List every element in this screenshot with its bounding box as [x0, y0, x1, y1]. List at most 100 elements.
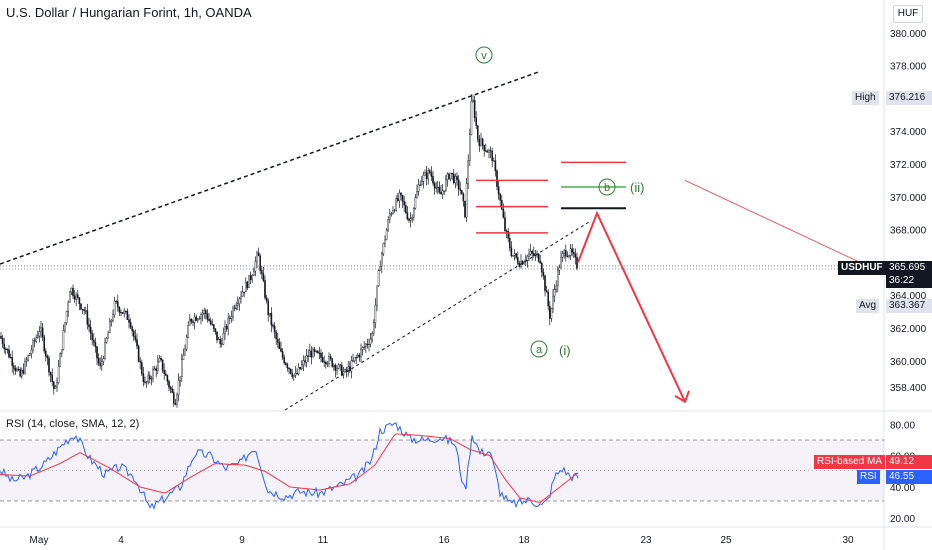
- candle-body: [489, 150, 492, 152]
- candle-body: [246, 281, 249, 289]
- price-tick-label: 360.000: [890, 357, 927, 368]
- high-tag: High: [852, 91, 879, 105]
- rsi-tick-label: 20.00: [890, 514, 915, 525]
- candle-body: [9, 357, 12, 359]
- candle-body: [448, 173, 450, 180]
- rsi-ma-line: [0, 433, 579, 504]
- candle-body: [304, 360, 306, 363]
- time-axis[interactable]: May 4 9 11 16 18 23 25 30: [30, 535, 854, 546]
- candle-body: [145, 381, 148, 383]
- candle-body: [499, 194, 502, 201]
- candle-body: [180, 359, 183, 377]
- candle-body: [171, 388, 174, 393]
- candle-body: [142, 373, 145, 382]
- candle-body: [153, 368, 156, 371]
- currency-badge[interactable]: HUF: [893, 5, 923, 23]
- time-tick-label: 25: [720, 535, 732, 546]
- candle-body: [565, 250, 567, 257]
- candle-body: [225, 325, 228, 330]
- candle-body: [128, 319, 130, 323]
- candle-body: [43, 336, 45, 352]
- candle-body: [553, 289, 556, 297]
- candle-body: [424, 172, 426, 176]
- wave-b-circle: [598, 178, 616, 196]
- symbol-tag: USDHUF: [838, 261, 886, 275]
- candle-body: [379, 265, 382, 271]
- candle-body: [517, 257, 519, 264]
- candle-body: [89, 326, 92, 334]
- projection-path: [577, 210, 686, 403]
- candle-body: [297, 367, 300, 375]
- price-tick-label: 358.400: [890, 383, 927, 394]
- candle-body: [40, 327, 42, 332]
- candle-body: [124, 310, 127, 312]
- candle-body: [496, 170, 498, 187]
- rsi-ma-label-tag: RSI-based MA: [814, 455, 886, 469]
- candle-body: [72, 287, 74, 296]
- candle-body: [323, 361, 326, 363]
- candle-body: [275, 331, 278, 340]
- candle-body: [172, 392, 175, 404]
- candle-body: [188, 318, 191, 326]
- candle-body: [293, 374, 295, 377]
- candle-body: [549, 305, 551, 319]
- candle-body: [254, 261, 257, 272]
- candle-body: [398, 192, 401, 201]
- candle-body: [123, 310, 125, 314]
- candle-body: [158, 358, 161, 363]
- candle-body: [200, 314, 202, 319]
- candle-body: [84, 310, 87, 312]
- candle-body: [427, 170, 430, 180]
- candle-body: [118, 307, 121, 313]
- candle-body: [235, 305, 238, 309]
- candle-body: [358, 354, 361, 358]
- candle-body: [425, 172, 428, 180]
- candle-body: [182, 354, 185, 360]
- candle-body: [45, 350, 47, 357]
- candle-body: [331, 358, 334, 367]
- candle-body: [129, 322, 132, 328]
- candle-body: [238, 298, 241, 304]
- candle-body: [318, 352, 321, 354]
- candle-body: [411, 217, 414, 220]
- time-tick-label: 11: [318, 535, 329, 546]
- candle-body: [513, 253, 516, 256]
- candle-body: [161, 359, 164, 371]
- candle-body: [397, 198, 399, 201]
- candle-body: [429, 170, 431, 173]
- rsi-indicator-label[interactable]: RSI (14, close, SMA, 12, 2): [6, 418, 140, 430]
- candle-body: [389, 213, 391, 220]
- candle-body: [35, 337, 37, 342]
- price-tick-label: 380.000: [890, 29, 927, 40]
- candle-body: [3, 343, 5, 350]
- wave-v-label: v: [481, 50, 487, 62]
- candle-body: [104, 342, 106, 359]
- candle-body: [563, 250, 565, 254]
- candle-body: [41, 327, 44, 338]
- candle-body: [408, 218, 410, 221]
- price-tick-label: 368.000: [890, 226, 927, 237]
- candle-body: [488, 150, 490, 153]
- candle-body: [453, 173, 455, 184]
- candle-body: [156, 361, 159, 371]
- candle-body: [75, 294, 77, 300]
- candle-body: [54, 386, 57, 389]
- candle-body: [152, 369, 154, 379]
- candle-body: [248, 275, 250, 289]
- candle-body: [320, 352, 322, 358]
- candle-body: [217, 338, 220, 341]
- candle-body: [177, 380, 180, 396]
- candle-body: [241, 291, 244, 297]
- candle-body: [352, 360, 354, 362]
- candle-body: [366, 343, 369, 345]
- candle-body: [243, 291, 246, 293]
- candle-body: [100, 361, 103, 366]
- candle-body: [134, 336, 137, 340]
- price-tick-label: 372.000: [890, 160, 927, 171]
- candle-body: [273, 325, 276, 333]
- price-axis[interactable]: 380.000378.000376.000374.000372.000370.0…: [890, 29, 927, 394]
- candle-body: [249, 275, 252, 280]
- candle-body: [336, 368, 338, 371]
- candle-body: [112, 314, 114, 321]
